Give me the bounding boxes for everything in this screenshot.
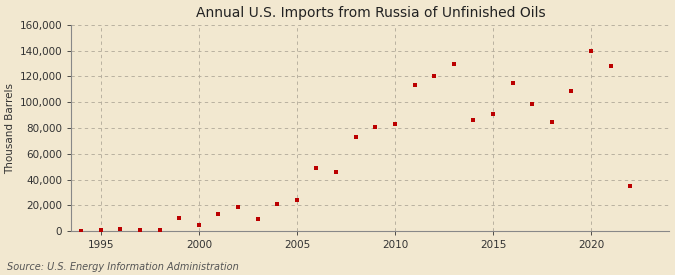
Point — [389, 122, 400, 126]
Point — [213, 212, 224, 217]
Point — [252, 217, 263, 221]
Point — [76, 228, 86, 233]
Point — [154, 227, 165, 232]
Point — [487, 112, 498, 116]
Point — [95, 228, 106, 232]
Point — [174, 215, 185, 220]
Point — [526, 101, 537, 106]
Point — [546, 119, 557, 124]
Point — [292, 198, 302, 202]
Text: Source: U.S. Energy Information Administration: Source: U.S. Energy Information Administ… — [7, 262, 238, 272]
Point — [586, 48, 597, 53]
Y-axis label: Thousand Barrels: Thousand Barrels — [5, 82, 16, 174]
Point — [566, 89, 577, 93]
Point — [272, 202, 283, 206]
Point — [331, 170, 342, 174]
Point — [605, 64, 616, 68]
Point — [233, 205, 244, 209]
Point — [507, 81, 518, 85]
Point — [350, 135, 361, 139]
Point — [134, 228, 145, 232]
Point — [625, 184, 636, 188]
Point — [448, 61, 459, 66]
Point — [429, 74, 439, 79]
Point — [468, 118, 479, 122]
Point — [194, 222, 205, 227]
Point — [311, 166, 322, 170]
Point — [370, 125, 381, 129]
Point — [115, 227, 126, 232]
Title: Annual U.S. Imports from Russia of Unfinished Oils: Annual U.S. Imports from Russia of Unfin… — [196, 6, 545, 20]
Point — [409, 83, 420, 88]
